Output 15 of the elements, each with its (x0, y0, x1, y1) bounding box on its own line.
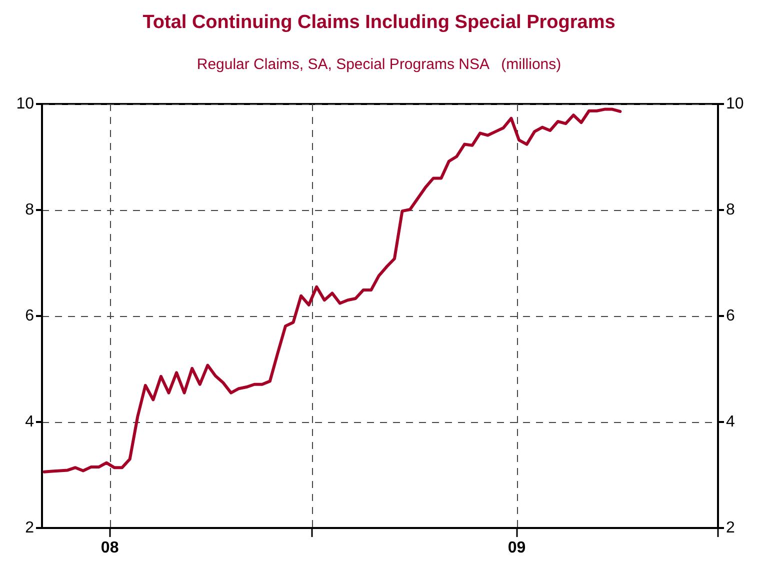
x-tick-label: 09 (508, 540, 526, 556)
y-tick-label: 6 (25, 308, 34, 324)
y2-tick-label: 2 (726, 520, 735, 536)
y-tick-label: 2 (25, 520, 34, 536)
y-tick-label: 4 (25, 414, 34, 430)
y2-tick-label: 8 (726, 202, 735, 218)
y-tick-label: 8 (25, 202, 34, 218)
x-tick-label: 08 (100, 540, 119, 556)
y2-tick-label: 6 (726, 308, 735, 324)
y2-tick-label: 10 (726, 96, 744, 112)
line-series (42, 108, 622, 474)
y-tick-label: 10 (16, 96, 34, 112)
chart-subtitle: Regular Claims, SA, Special Programs NSA (millions) (196, 56, 562, 73)
chart-title: Total Continuing Claims Including Special Programs (142, 12, 616, 33)
y2-tick-label: 4 (726, 414, 735, 430)
